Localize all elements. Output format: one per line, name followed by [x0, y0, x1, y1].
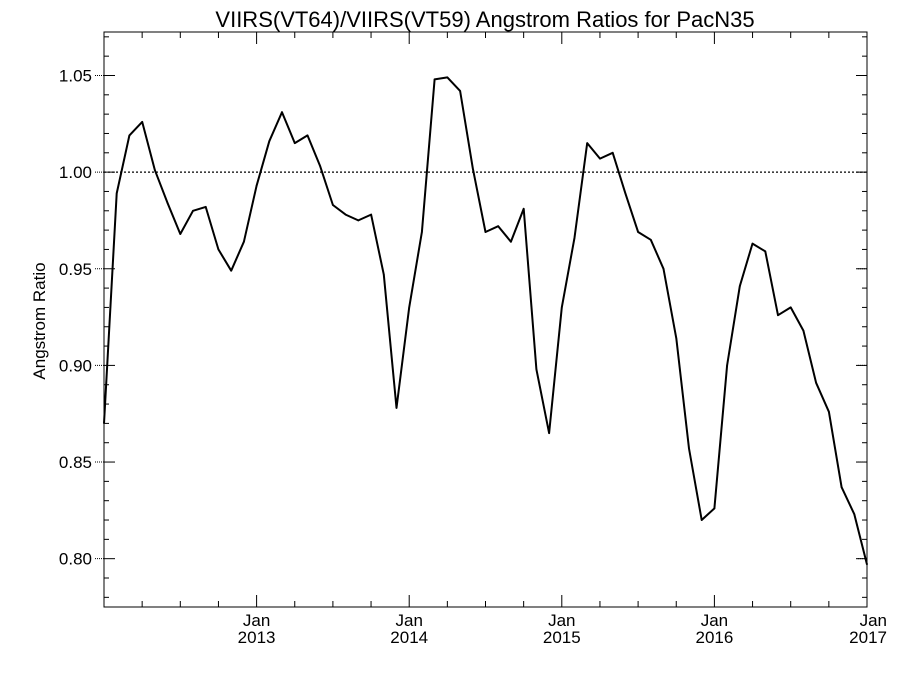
- data-point: [535, 368, 538, 371]
- x-tick-label-year: 2013: [238, 628, 276, 647]
- data-point: [395, 407, 398, 409]
- data-point: [459, 90, 461, 92]
- x-tick-label-year: 2015: [543, 628, 581, 647]
- data-point: [510, 240, 512, 243]
- x-tick-label-year: 2017: [849, 628, 887, 647]
- y-tick-label: 0.90: [59, 356, 92, 375]
- data-point: [154, 169, 156, 171]
- data-point: [815, 381, 817, 384]
- data-point: [344, 213, 347, 216]
- data-point: [573, 237, 576, 239]
- data-point: [421, 231, 423, 233]
- data-point: [115, 192, 118, 195]
- data-point: [166, 202, 169, 204]
- data-point: [471, 167, 474, 170]
- x-tick-label-year: 2014: [390, 628, 428, 647]
- data-point: [548, 432, 550, 434]
- y-tick-label: 0.80: [59, 550, 92, 569]
- data-point: [243, 240, 245, 243]
- data-point: [408, 306, 411, 309]
- x-tick-label-year: 2016: [695, 628, 733, 647]
- y-tick-label: 1.05: [59, 66, 92, 85]
- data-point: [204, 206, 207, 208]
- x-tick-label-month: Jan: [548, 611, 575, 630]
- data-point: [688, 447, 690, 450]
- data-point: [306, 134, 309, 137]
- data-point: [624, 192, 627, 195]
- data-point: [357, 219, 360, 222]
- data-point: [650, 238, 652, 241]
- data-point: [713, 507, 716, 510]
- x-tick-label-month: Jan: [701, 611, 728, 630]
- data-point: [484, 231, 487, 233]
- x-tick-label-month: Jan: [395, 611, 422, 630]
- data-point: [192, 209, 194, 212]
- data-point: [739, 285, 741, 287]
- ticks-layer: 0.800.850.900.951.001.05Jan2013Jan2014Ja…: [59, 32, 887, 647]
- data-point: [179, 233, 182, 235]
- data-point: [293, 142, 296, 144]
- data-point: [840, 486, 843, 488]
- y-tick-label: 1.00: [59, 163, 92, 182]
- data-point: [141, 121, 143, 123]
- data-point: [700, 519, 703, 521]
- data-point: [446, 76, 449, 79]
- data-point: [382, 273, 385, 276]
- chart-title: VIIRS(VT64)/VIIRS(VT59) Angstrom Ratios …: [215, 7, 754, 32]
- data-point: [586, 142, 589, 144]
- data-point: [522, 208, 525, 210]
- data-point: [281, 111, 283, 114]
- data-point: [611, 151, 614, 154]
- data-point: [662, 267, 665, 270]
- data-point: [255, 184, 258, 187]
- data-point: [637, 231, 639, 233]
- data-point: [726, 364, 728, 367]
- plot-frame: [103, 31, 868, 608]
- data-point: [675, 337, 678, 340]
- data-point: [828, 410, 830, 413]
- y-tick-label: 0.95: [59, 260, 92, 279]
- data-point: [777, 314, 779, 316]
- data-point: [230, 269, 232, 272]
- data-point: [268, 140, 271, 143]
- data-point: [128, 134, 131, 137]
- data-point: [599, 157, 601, 160]
- data-point: [433, 78, 436, 81]
- data-point: [751, 242, 754, 245]
- data-point: [561, 306, 563, 309]
- series-layer: [103, 76, 868, 566]
- y-axis-label: Angstrom Ratio: [30, 262, 49, 379]
- x-tick-label-month: Jan: [243, 611, 270, 630]
- data-point: [319, 165, 321, 168]
- data-point: [217, 248, 220, 251]
- x-tick-label-month: Jan: [860, 611, 887, 630]
- data-point: [789, 306, 792, 309]
- data-point: [802, 329, 805, 332]
- data-point: [853, 513, 856, 516]
- data-point: [370, 213, 372, 216]
- y-tick-label: 0.85: [59, 453, 92, 472]
- data-point: [764, 250, 767, 253]
- data-point: [497, 225, 500, 228]
- series-line: [103, 76, 868, 565]
- data-point: [332, 204, 334, 206]
